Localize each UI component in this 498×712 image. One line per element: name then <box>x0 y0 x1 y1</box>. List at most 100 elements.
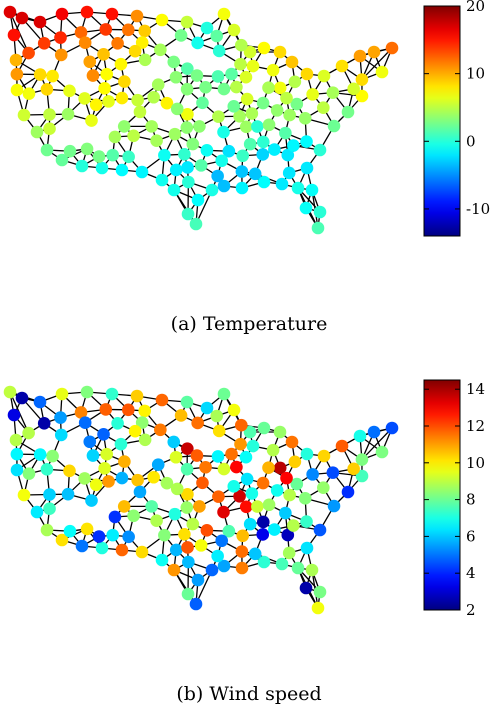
station-node <box>191 36 204 50</box>
station-node <box>217 387 231 401</box>
station-node <box>251 500 264 513</box>
station-node <box>210 409 224 423</box>
station-node <box>306 468 319 481</box>
station-node <box>86 449 100 462</box>
station-node <box>182 175 195 189</box>
station-node <box>37 36 51 50</box>
station-node <box>313 523 327 537</box>
station-node <box>181 488 194 501</box>
station-node <box>217 7 231 21</box>
colorbar <box>423 5 461 237</box>
station-node <box>288 75 302 89</box>
station-node <box>97 428 110 441</box>
station-node <box>290 97 304 111</box>
station-node <box>317 101 330 115</box>
station-node <box>200 401 214 415</box>
station-node <box>222 144 236 158</box>
station-node <box>150 514 163 528</box>
station-node <box>353 49 367 63</box>
station-node <box>311 601 325 615</box>
station-node <box>335 59 349 73</box>
station-node <box>217 462 231 476</box>
station-node <box>7 408 21 422</box>
station-node <box>92 530 106 543</box>
station-node <box>222 524 236 538</box>
station-node <box>10 67 24 81</box>
station-node <box>160 476 174 490</box>
station-node <box>138 24 152 38</box>
station-node <box>300 67 314 81</box>
station-node <box>54 48 68 62</box>
station-node <box>300 541 314 555</box>
station-node <box>55 153 69 167</box>
station-node <box>287 519 300 532</box>
station-node <box>217 125 230 139</box>
station-node <box>155 393 169 407</box>
station-node <box>256 96 270 110</box>
station-node <box>299 581 313 595</box>
station-node <box>178 147 191 161</box>
station-node <box>61 487 75 501</box>
station-node <box>239 500 253 514</box>
station-node <box>189 597 203 611</box>
station-node <box>287 139 300 152</box>
station-node <box>317 481 330 495</box>
station-node <box>227 480 241 493</box>
station-node <box>270 104 284 117</box>
station-node <box>169 70 183 84</box>
station-node <box>54 411 67 424</box>
station-node <box>106 528 120 542</box>
station-node <box>234 38 248 52</box>
station-node <box>230 80 243 94</box>
station-node <box>245 107 259 120</box>
station-node <box>190 69 204 82</box>
station-node <box>341 485 355 499</box>
station-node <box>33 395 47 409</box>
station-node <box>190 449 204 462</box>
station-node <box>180 501 194 514</box>
station-node <box>235 561 249 575</box>
station-node <box>178 527 191 541</box>
station-node <box>246 439 260 453</box>
station-node <box>385 421 399 435</box>
station-node <box>273 461 287 475</box>
station-node <box>285 435 299 449</box>
station-node <box>355 73 369 86</box>
station-node <box>117 120 131 133</box>
station-node <box>75 539 89 553</box>
station-node <box>74 406 88 419</box>
station-node <box>279 506 292 520</box>
station-node <box>326 86 340 99</box>
station-node <box>10 83 24 97</box>
station-node <box>40 143 54 157</box>
station-node <box>55 533 69 547</box>
station-node <box>275 177 289 191</box>
station-node <box>15 391 29 405</box>
station-node <box>279 126 292 140</box>
station-node <box>236 149 250 163</box>
station-node <box>135 416 149 429</box>
station-node <box>211 169 224 183</box>
station-node <box>200 524 214 537</box>
station-node <box>17 488 31 502</box>
station-node <box>193 500 206 513</box>
station-node <box>306 88 319 101</box>
station-node <box>46 449 59 463</box>
station-node <box>341 105 355 119</box>
station-node <box>355 469 369 483</box>
station-node <box>300 135 313 148</box>
station-node <box>33 68 47 81</box>
station-node <box>7 28 21 42</box>
station-node <box>186 137 200 151</box>
station-node <box>10 447 24 461</box>
station-node <box>130 389 144 403</box>
station-node <box>210 29 224 43</box>
station-node <box>131 93 144 107</box>
station-node <box>355 89 369 103</box>
station-node <box>200 21 214 35</box>
station-node <box>355 453 369 466</box>
station-node <box>118 455 131 468</box>
station-node <box>133 485 147 499</box>
station-node <box>22 467 36 480</box>
station-node <box>256 528 270 541</box>
